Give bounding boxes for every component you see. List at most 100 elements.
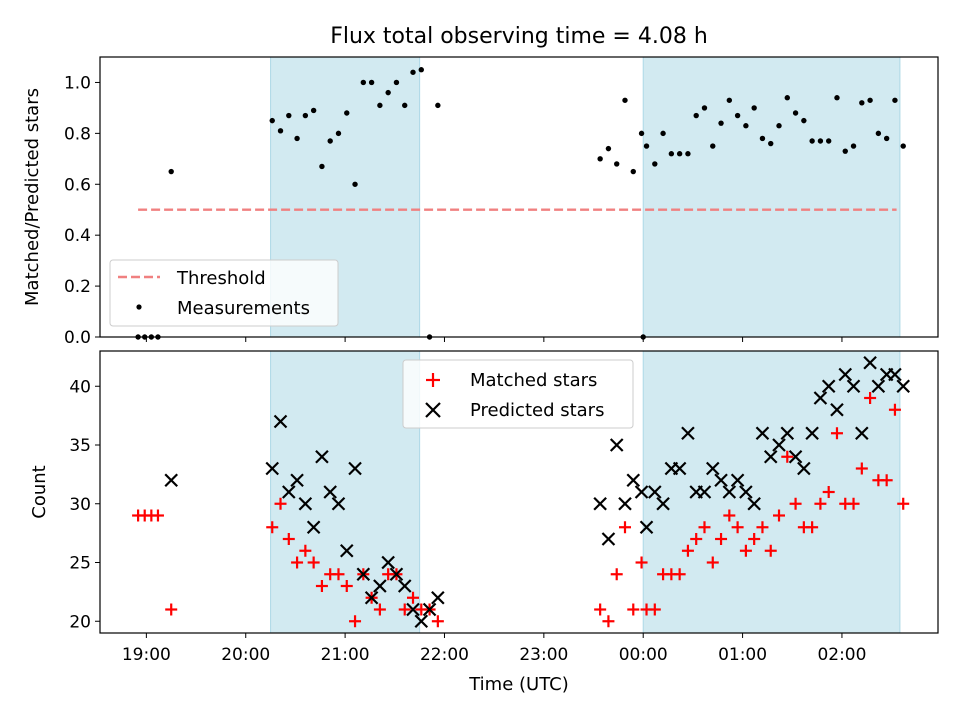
matched-star-point xyxy=(789,497,802,510)
predicted-star-point xyxy=(805,426,819,441)
measurement-point xyxy=(859,100,865,106)
matched-star-point xyxy=(635,556,648,569)
measurement-point xyxy=(310,107,317,114)
measurement-point xyxy=(875,130,882,137)
measurement-point xyxy=(630,168,636,175)
measurement-point xyxy=(643,143,650,149)
measurement-point xyxy=(834,95,840,101)
predicted-star-point xyxy=(164,473,178,488)
measurement-point xyxy=(825,138,832,144)
matched-star-point xyxy=(618,521,631,534)
measurement-point xyxy=(638,130,645,137)
predicted-star-point xyxy=(306,520,321,535)
x-axis-label: Time (UTC) xyxy=(468,674,569,695)
predicted-star-point xyxy=(747,496,761,511)
xtick-label: 23:00 xyxy=(519,645,568,665)
matched-star-point xyxy=(407,591,420,604)
matched-star-point xyxy=(723,509,736,522)
top-panel-series xyxy=(135,67,906,340)
measurement-point xyxy=(842,148,848,154)
measurement-point xyxy=(435,102,441,109)
predicted-star-point xyxy=(672,461,687,476)
predicted-star-point xyxy=(290,473,304,488)
matched-star-point xyxy=(274,497,287,510)
predicted-star-point xyxy=(373,579,387,593)
bottom-ytick-label: 30 xyxy=(69,495,91,515)
measurement-point xyxy=(817,138,824,144)
measurement-point xyxy=(900,143,906,149)
measurement-point xyxy=(269,117,275,124)
predicted-star-point xyxy=(863,355,877,370)
measurement-point xyxy=(768,140,774,147)
measurement-point xyxy=(784,95,790,101)
predicted-star-point xyxy=(414,614,429,629)
legend-threshold-label: Threshold xyxy=(176,268,266,289)
matched-star-point xyxy=(299,544,312,557)
matched-star-point xyxy=(373,603,386,616)
measurement-point xyxy=(759,135,766,142)
matched-star-point xyxy=(332,568,345,581)
measurement-point xyxy=(622,97,628,103)
predicted-star-point xyxy=(348,461,362,476)
matched-star-point xyxy=(648,603,661,616)
predicted-star-point xyxy=(406,602,420,617)
predicted-star-point xyxy=(315,449,329,464)
predicted-star-point xyxy=(422,602,437,617)
matched-star-point xyxy=(731,521,744,534)
xtick-label: 20:00 xyxy=(221,645,270,665)
measurement-point xyxy=(751,105,757,111)
matched-star-point xyxy=(610,568,623,581)
xtick-label: 22:00 xyxy=(420,645,469,665)
predicted-star-point xyxy=(705,461,720,476)
matched-star-point xyxy=(830,427,843,440)
predicted-star-point xyxy=(634,485,649,499)
matched-star-point xyxy=(594,603,607,616)
matched-star-point xyxy=(340,580,353,592)
matched-star-point xyxy=(806,521,819,534)
matched-star-point xyxy=(814,497,827,510)
measurement-point xyxy=(605,145,612,152)
predicted-star-point xyxy=(730,473,745,488)
matched-star-point xyxy=(855,462,868,475)
measurement-point xyxy=(710,143,716,149)
legend-matched-swatch xyxy=(426,373,440,387)
measurement-point xyxy=(277,128,284,134)
xtick-label: 19:00 xyxy=(122,645,171,665)
measurement-point xyxy=(883,135,890,142)
matched-star-point xyxy=(315,580,328,592)
predicted-star-point xyxy=(697,485,712,499)
bottom-legend-box xyxy=(402,359,634,429)
measurement-point xyxy=(743,123,749,129)
predicted-star-point xyxy=(821,379,836,394)
legend-predicted-label: Predicted stars xyxy=(470,400,604,421)
measurement-point xyxy=(352,181,358,187)
matched-star-point xyxy=(822,486,835,498)
predicted-star-point xyxy=(846,379,861,394)
measurement-point xyxy=(418,67,424,73)
bottom-ytick-label: 20 xyxy=(69,612,91,632)
predicted-star-point xyxy=(356,567,371,582)
matched-star-point xyxy=(847,497,860,510)
predicted-star-point xyxy=(772,438,786,452)
measurement-point xyxy=(660,130,666,137)
predicted-star-point xyxy=(739,485,753,499)
predicted-star-point xyxy=(601,532,616,546)
matched-star-point xyxy=(773,509,786,522)
measurement-point xyxy=(377,102,383,109)
matched-star-point xyxy=(756,521,769,534)
measurement-point xyxy=(385,89,391,96)
measurement-point xyxy=(319,163,325,170)
top-panel-shaded-intervals xyxy=(270,56,901,338)
measurement-point xyxy=(410,69,416,75)
measurement-point xyxy=(892,97,898,103)
measurement-point xyxy=(776,123,782,129)
measurement-point xyxy=(360,79,367,86)
measurement-point xyxy=(344,110,350,116)
measurement-point xyxy=(801,117,807,124)
matched-star-point xyxy=(291,556,304,569)
predicted-star-point xyxy=(273,414,288,429)
measurement-point xyxy=(335,130,342,137)
predicted-star-point xyxy=(331,496,346,511)
predicted-star-point xyxy=(838,367,853,382)
predicted-star-point xyxy=(780,426,795,441)
